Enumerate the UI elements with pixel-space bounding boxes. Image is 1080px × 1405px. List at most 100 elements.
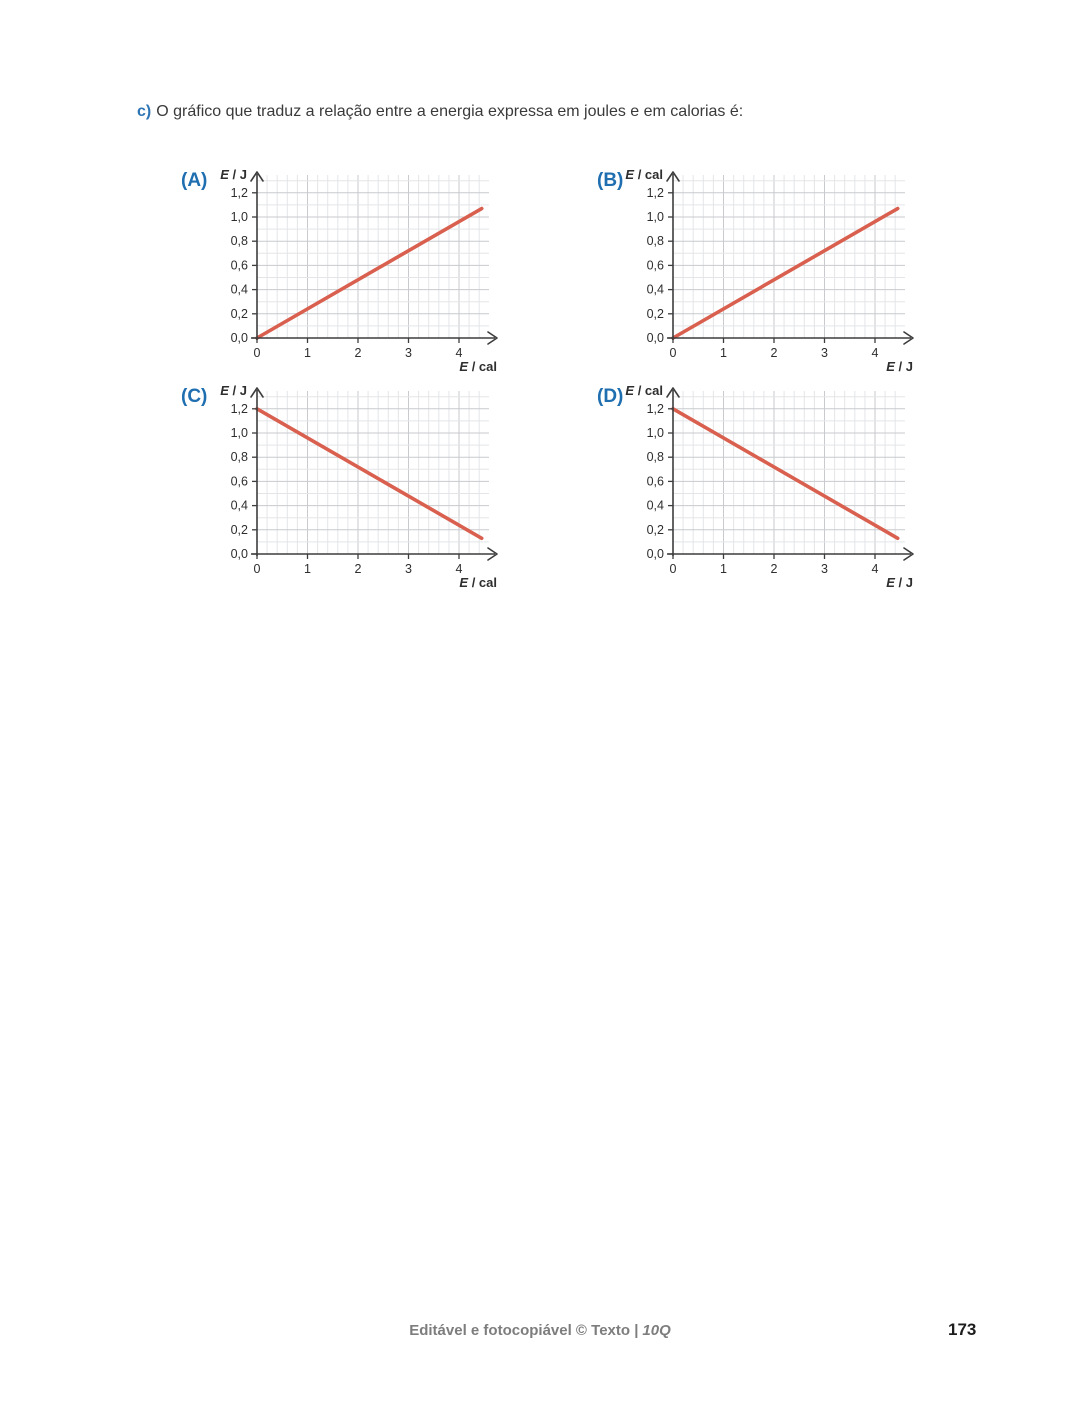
- page-footer: Editável e fotocopiável © Texto | 10Q: [0, 1322, 1080, 1339]
- svg-text:2: 2: [355, 562, 362, 576]
- x-axis: [251, 547, 498, 561]
- y-axis-label: E / cal: [625, 167, 663, 182]
- y-axis-label: E / J: [220, 383, 247, 398]
- svg-text:4: 4: [456, 562, 463, 576]
- y-axis-arrow-icon: [666, 171, 680, 182]
- svg-text:1: 1: [304, 562, 311, 576]
- x-axis-arrow-icon: [903, 331, 914, 345]
- y-tick-labels: 0,0 0,2 0,4 0,6 0,8 1,0 1,2: [231, 186, 257, 345]
- svg-text:0,6: 0,6: [231, 258, 248, 272]
- line-chart: 0,0 0,2 0,4 0,6 0,8 1,0 1,2 0 1 2 3 4 E / cal E / J: [625, 383, 914, 590]
- y-axis: [666, 171, 680, 340]
- svg-text:0: 0: [254, 346, 261, 360]
- svg-text:1,0: 1,0: [647, 426, 664, 440]
- svg-text:2: 2: [771, 562, 778, 576]
- chart-canvas-a: 0,0 0,2 0,4 0,6 0,8 1,0 1,2 0 1 2 3 4 E / J E / cal: [175, 162, 520, 399]
- line-chart: 0,0 0,2 0,4 0,6 0,8 1,0 1,2 0 1 2 3 4 E / J E / cal: [220, 167, 498, 374]
- svg-text:1: 1: [720, 346, 727, 360]
- svg-text:4: 4: [456, 346, 463, 360]
- y-axis-arrow-icon: [666, 387, 680, 398]
- y-axis: [250, 171, 264, 340]
- page-number: 173: [948, 1320, 977, 1339]
- y-tick-labels: 0,0 0,2 0,4 0,6 0,8 1,0 1,2: [647, 402, 673, 561]
- svg-text:0,6: 0,6: [647, 474, 664, 488]
- x-axis-label: E / cal: [459, 359, 497, 374]
- svg-text:3: 3: [821, 562, 828, 576]
- svg-text:0,0: 0,0: [647, 547, 664, 561]
- svg-text:1,0: 1,0: [231, 426, 248, 440]
- option-label-b: (B): [597, 170, 624, 191]
- line-chart: 0,0 0,2 0,4 0,6 0,8 1,0 1,2 0 1 2 3 4 E / cal E / J: [625, 167, 914, 374]
- svg-text:1,2: 1,2: [231, 402, 248, 416]
- option-label-d: (D): [597, 386, 624, 407]
- x-axis-arrow-icon: [487, 331, 498, 345]
- svg-text:0,8: 0,8: [647, 234, 664, 248]
- x-axis: [667, 331, 914, 345]
- svg-text:0,2: 0,2: [231, 307, 248, 321]
- svg-text:1: 1: [304, 346, 311, 360]
- svg-text:0,2: 0,2: [647, 307, 664, 321]
- svg-text:2: 2: [355, 346, 362, 360]
- x-axis-arrow-icon: [487, 547, 498, 561]
- x-axis: [667, 547, 914, 561]
- svg-text:1,2: 1,2: [647, 402, 664, 416]
- svg-text:1: 1: [720, 562, 727, 576]
- svg-text:0: 0: [670, 346, 677, 360]
- svg-text:0,0: 0,0: [231, 331, 248, 345]
- data-line: [671, 206, 900, 340]
- y-axis-arrow-icon: [250, 171, 264, 182]
- svg-text:1,2: 1,2: [647, 186, 664, 200]
- y-axis-label: E / J: [220, 167, 247, 182]
- x-tick-labels: 0 1 2 3 4: [254, 554, 463, 576]
- option-label-c: (C): [181, 386, 208, 407]
- data-line: [255, 406, 484, 541]
- svg-text:0,4: 0,4: [647, 283, 664, 297]
- chart-canvas-d: 0,0 0,2 0,4 0,6 0,8 1,0 1,2 0 1 2 3 4 E / cal E / J: [591, 378, 936, 615]
- svg-text:0,4: 0,4: [231, 283, 248, 297]
- footer-edition: 10Q: [642, 1322, 671, 1339]
- svg-text:3: 3: [405, 346, 412, 360]
- question-marker: c): [137, 103, 152, 120]
- svg-text:0: 0: [670, 562, 677, 576]
- svg-text:0,8: 0,8: [647, 450, 664, 464]
- svg-text:1,2: 1,2: [231, 186, 248, 200]
- x-tick-labels: 0 1 2 3 4: [670, 554, 879, 576]
- svg-text:4: 4: [872, 562, 879, 576]
- svg-text:3: 3: [821, 346, 828, 360]
- x-axis-label: E / cal: [459, 575, 497, 590]
- y-tick-labels: 0,0 0,2 0,4 0,6 0,8 1,0 1,2: [231, 402, 257, 561]
- y-axis-arrow-icon: [250, 387, 264, 398]
- gridlines: [257, 391, 489, 554]
- svg-text:0,4: 0,4: [231, 499, 248, 513]
- chart-option-b: (B) 0,0 0,2 0,4 0,6 0,8 1,0 1,2 0 1 2 3 4 E / cal E /…: [591, 162, 936, 394]
- svg-text:0,6: 0,6: [231, 474, 248, 488]
- svg-text:0,8: 0,8: [231, 450, 248, 464]
- data-line: [255, 206, 484, 340]
- svg-text:3: 3: [405, 562, 412, 576]
- x-axis-label: E / J: [886, 575, 913, 590]
- chart-option-a: (A) 0,0 0,2 0,4 0,6 0,8 1,0 1,2 0 1 2 3 4 E / J E / c…: [175, 162, 520, 394]
- x-tick-labels: 0 1 2 3 4: [254, 338, 463, 360]
- gridlines: [257, 175, 489, 338]
- x-tick-labels: 0 1 2 3 4: [670, 338, 879, 360]
- y-axis: [250, 387, 264, 556]
- question-text: O gráfico que traduz a relação entre a e…: [156, 103, 744, 120]
- footer-text: Editável e fotocopiável © Texto |: [409, 1322, 639, 1339]
- svg-text:2: 2: [771, 346, 778, 360]
- line-chart: 0,0 0,2 0,4 0,6 0,8 1,0 1,2 0 1 2 3 4 E / J E / cal: [220, 383, 498, 590]
- x-axis-arrow-icon: [903, 547, 914, 561]
- svg-text:0,6: 0,6: [647, 258, 664, 272]
- x-axis-label: E / J: [886, 359, 913, 374]
- svg-text:0,0: 0,0: [647, 331, 664, 345]
- svg-text:0,4: 0,4: [647, 499, 664, 513]
- y-axis-label: E / cal: [625, 383, 663, 398]
- question-line: c) O gráfico que traduz a relação entre a…: [137, 101, 977, 123]
- svg-text:0: 0: [254, 562, 261, 576]
- option-label-a: (A): [181, 170, 208, 191]
- svg-text:0,2: 0,2: [647, 523, 664, 537]
- svg-text:1,0: 1,0: [231, 210, 248, 224]
- chart-option-d: (D) 0,0 0,2 0,4 0,6 0,8 1,0 1,2 0 1 2 3 4 E / cal E /…: [591, 378, 936, 610]
- svg-text:0,8: 0,8: [231, 234, 248, 248]
- svg-text:0,0: 0,0: [231, 547, 248, 561]
